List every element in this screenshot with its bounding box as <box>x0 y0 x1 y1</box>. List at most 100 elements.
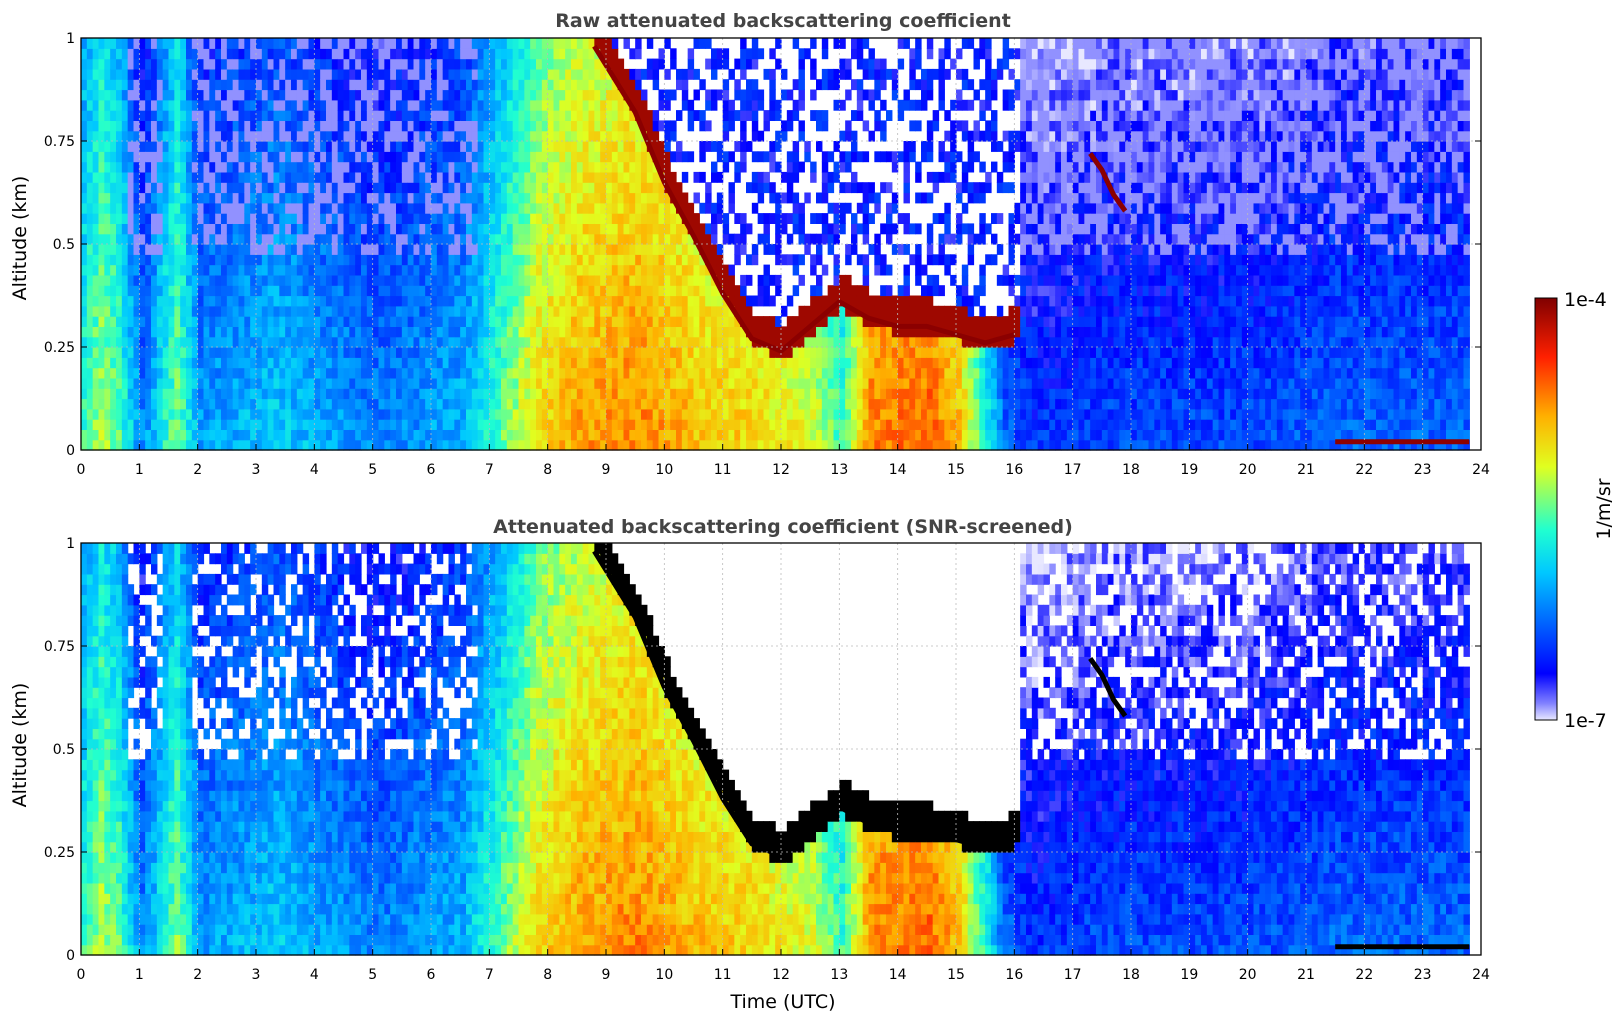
heatmap-cell <box>506 305 514 317</box>
heatmap-cell <box>302 89 310 101</box>
heatmap-cell <box>261 377 269 389</box>
heatmap-cell <box>588 388 595 400</box>
heatmap-cell <box>553 233 560 245</box>
heatmap-cell <box>687 120 695 132</box>
heatmap-cell <box>191 141 199 152</box>
heatmap-cell <box>553 99 560 111</box>
heatmap-cell <box>104 182 111 194</box>
heatmap-cell <box>261 99 269 111</box>
heatmap-cell <box>296 244 304 255</box>
heatmap-cell <box>425 233 432 245</box>
heatmap-cell <box>652 110 660 121</box>
heatmap-cell <box>722 285 730 297</box>
heatmap-cell <box>396 79 403 91</box>
heatmap-cell <box>285 244 292 255</box>
heatmap-cell <box>81 388 88 400</box>
heatmap-cell <box>530 377 537 389</box>
heatmap-cell <box>203 429 210 441</box>
heatmap-cell <box>536 182 543 194</box>
heatmap-cell <box>524 316 531 327</box>
heatmap-cell <box>197 419 205 430</box>
heatmap-cell <box>431 233 438 245</box>
heatmap-cell <box>273 202 280 214</box>
heatmap-cell <box>553 161 560 173</box>
heatmap-cell <box>191 254 199 266</box>
heatmap-cell <box>81 254 88 266</box>
heatmap-cell <box>652 305 660 317</box>
heatmap-cell <box>559 347 566 358</box>
heatmap-cell <box>477 38 485 49</box>
heatmap-cell <box>256 99 263 111</box>
heatmap-cell <box>267 89 275 101</box>
heatmap-cell <box>775 336 782 348</box>
heatmap-cell <box>343 202 350 214</box>
heatmap-cell <box>308 429 315 441</box>
heatmap-cell <box>483 38 490 49</box>
heatmap-cell <box>827 408 835 420</box>
heatmap-cell <box>139 408 146 420</box>
heatmap-cell <box>664 68 671 80</box>
heatmap-cell <box>757 408 765 420</box>
heatmap-cell <box>215 377 222 389</box>
heatmap-cell <box>250 408 257 420</box>
heatmap-cell <box>611 110 619 121</box>
heatmap-cell <box>162 110 170 121</box>
heatmap-cell <box>209 264 216 276</box>
heatmap-cell <box>506 120 514 132</box>
heatmap-cell <box>139 316 146 327</box>
heatmap-cell <box>121 223 129 235</box>
heatmap-cell <box>413 347 420 358</box>
heatmap-cell <box>197 305 205 317</box>
heatmap-cell <box>145 38 152 49</box>
heatmap-cell <box>442 254 450 266</box>
heatmap-cell <box>133 254 140 266</box>
heatmap-cell <box>349 38 356 49</box>
heatmap-cell <box>133 316 140 327</box>
heatmap-cell <box>98 285 105 297</box>
heatmap-cell <box>104 388 111 400</box>
heatmap-cell <box>740 110 747 121</box>
heatmap-cell <box>629 120 636 132</box>
heatmap-cell <box>466 357 473 369</box>
heatmap-cell <box>407 141 415 152</box>
heatmap-cell <box>518 285 525 297</box>
heatmap-cell <box>436 192 444 204</box>
heatmap-cell <box>86 264 94 276</box>
heatmap-cell <box>308 99 315 111</box>
heatmap-cell <box>191 89 199 101</box>
heatmap-cell <box>623 182 630 194</box>
heatmap-cell <box>763 439 770 451</box>
heatmap-cell <box>168 377 175 389</box>
heatmap-cell <box>483 326 490 338</box>
heatmap-cell <box>769 326 776 338</box>
heatmap-cell <box>693 89 700 101</box>
heatmap-cell <box>331 171 339 183</box>
heatmap-cell <box>139 202 146 214</box>
heatmap-cell <box>681 295 689 307</box>
heatmap-cell <box>798 213 805 224</box>
heatmap-cell <box>512 326 520 338</box>
heatmap-cell <box>401 326 409 338</box>
heatmap-cell <box>361 68 368 80</box>
heatmap-cell <box>104 38 111 49</box>
heatmap-cell <box>133 171 140 183</box>
heatmap-cell <box>448 213 455 224</box>
heatmap-cell <box>180 439 187 451</box>
heatmap-cell <box>86 171 94 183</box>
heatmap-cell <box>442 99 450 111</box>
heatmap-cell <box>495 439 502 451</box>
heatmap-cell <box>355 305 362 317</box>
heatmap-cell <box>547 233 555 245</box>
heatmap-cell <box>232 254 240 266</box>
heatmap-cell <box>547 171 555 183</box>
heatmap-cell <box>343 419 350 430</box>
heatmap-cell <box>722 398 730 410</box>
heatmap-cell <box>425 161 432 173</box>
heatmap-cell <box>267 213 275 224</box>
heatmap-cell <box>746 347 753 358</box>
heatmap-cell <box>221 408 228 420</box>
heatmap-cell <box>489 316 496 327</box>
heatmap-cell <box>349 110 356 121</box>
heatmap-cell <box>576 182 584 194</box>
heatmap-cell <box>827 68 835 80</box>
